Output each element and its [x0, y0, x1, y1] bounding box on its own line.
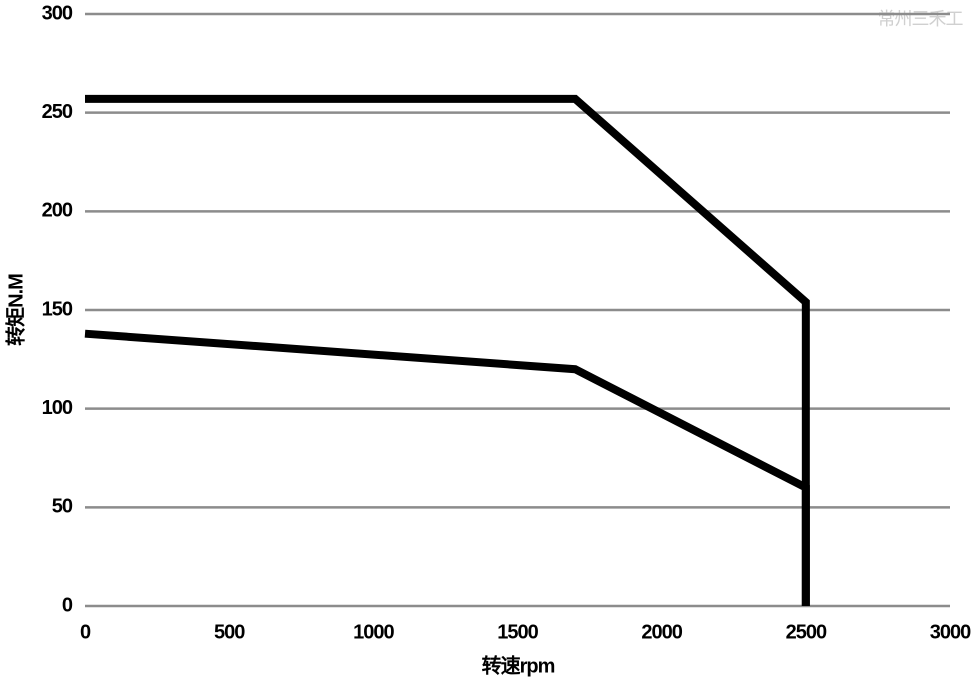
y-tick-label: 250 — [42, 101, 73, 123]
line-series — [84, 329, 810, 606]
x-tick-label: 2000 — [641, 621, 682, 643]
x-tick-label: 3000 — [930, 621, 971, 643]
y-axis-title: 转矩N.M — [3, 274, 27, 346]
x-axis-title: 转速rpm — [482, 653, 555, 677]
x-tick-label: 1500 — [497, 621, 538, 643]
y-tick-label: 200 — [42, 200, 73, 222]
x-tick-label: 0 — [80, 621, 91, 643]
y-tick-label: 50 — [52, 496, 73, 518]
y-tick-label: 0 — [62, 594, 73, 616]
x-tick-label: 2500 — [786, 621, 827, 643]
y-tick-label: 150 — [42, 298, 73, 320]
y-tick-label: 100 — [42, 397, 73, 419]
line-series — [85, 94, 810, 606]
x-tick-label: 1000 — [353, 621, 394, 643]
y-tick-label: 300 — [42, 2, 73, 24]
watermark: 常州三禾工 — [878, 9, 964, 29]
x-tick-label: 500 — [214, 621, 245, 643]
